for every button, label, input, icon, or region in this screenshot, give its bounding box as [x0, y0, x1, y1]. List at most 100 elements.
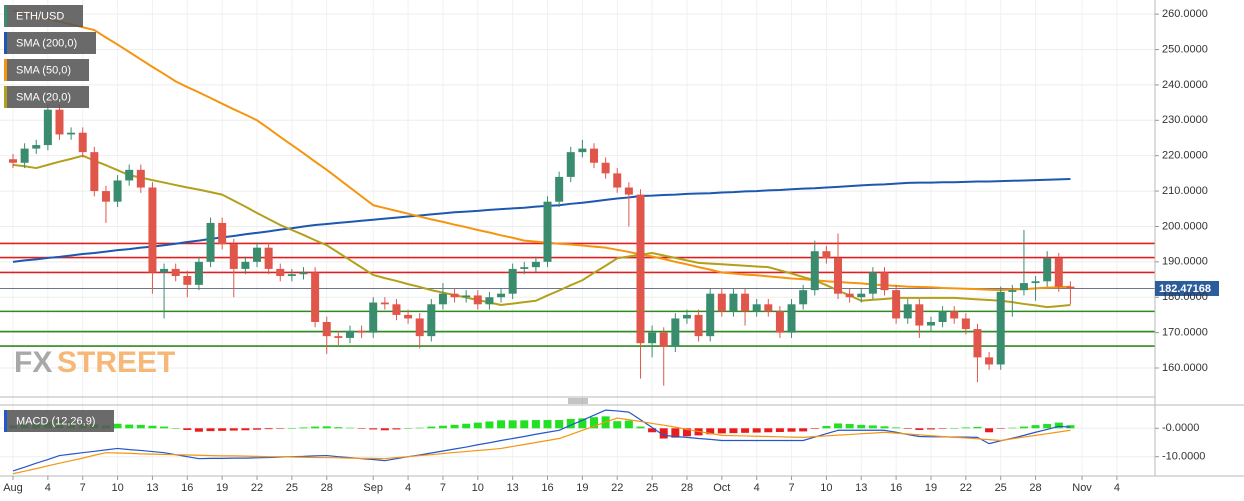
macd-histogram-bar	[752, 428, 761, 433]
macd-histogram-bar	[113, 423, 122, 429]
candle-body	[845, 293, 854, 298]
candle-body	[311, 272, 320, 322]
legend-item[interactable]: MACD (12,26,9)	[4, 410, 114, 432]
candle-body	[578, 148, 587, 153]
macd-histogram-bar	[915, 428, 924, 430]
candle-body	[752, 304, 761, 312]
x-tick-label: 28	[1029, 482, 1041, 494]
candle-body	[380, 302, 389, 305]
candle-body	[1066, 286, 1075, 289]
candle-body	[438, 293, 447, 305]
x-tick-label: 22	[611, 482, 623, 494]
legend-item[interactable]: SMA (20,0)	[4, 86, 89, 108]
macd-histogram-bar	[810, 428, 819, 429]
legend: ETH/USD SMA (200,0)SMA (50,0)SMA (20,0) …	[4, 5, 114, 432]
legend-box	[4, 59, 89, 81]
legend-swatch	[4, 86, 7, 108]
macd-histogram-bar	[799, 428, 808, 432]
x-tick-label: 10	[820, 482, 832, 494]
macd-histogram-bar	[392, 428, 401, 430]
y-tick-label: 240.0000	[1162, 79, 1208, 91]
candle-body	[67, 132, 76, 135]
candle-body	[322, 321, 331, 337]
legend-item[interactable]: ETH/USD	[4, 5, 83, 27]
candles-layer	[9, 104, 1075, 386]
x-tick-label: 25	[646, 482, 658, 494]
candle-body	[1054, 258, 1063, 287]
legend-swatch	[4, 32, 7, 54]
x-tick-label: 13	[146, 482, 158, 494]
watermark-fx: FX	[14, 346, 52, 379]
candle-body	[276, 268, 285, 276]
candle-body	[125, 169, 134, 181]
resize-grip[interactable]	[568, 398, 588, 404]
macd-histogram-bar	[322, 426, 331, 429]
x-tick-label: 4	[1114, 482, 1120, 494]
candle-body	[764, 304, 773, 312]
macd-line	[12, 409, 1071, 472]
macd-histogram-bar	[1019, 426, 1028, 429]
macd-histogram-bar	[125, 424, 134, 429]
candle-body	[241, 261, 250, 269]
legend-series: SMA (200,0) SMA (50,0) SMA (20,0)	[4, 32, 96, 108]
candle-body	[1008, 290, 1017, 292]
candle-body	[531, 261, 540, 268]
y-tick-label: 230.0000	[1162, 114, 1208, 126]
macd-histogram-bar	[160, 426, 169, 429]
macd-histogram-bar	[427, 426, 436, 429]
macd-histogram-bar	[555, 420, 564, 429]
macd-histogram-bar	[926, 428, 935, 430]
macd-histogram-bar	[717, 428, 726, 434]
legend-label: SMA (50,0)	[16, 64, 71, 76]
macd-histogram-bar	[1008, 427, 1017, 429]
candle-body	[636, 194, 645, 344]
x-tick-label: 28	[681, 482, 693, 494]
candle-body	[427, 304, 436, 337]
legend-item[interactable]: SMA (50,0)	[4, 59, 89, 81]
macd-histogram-bar	[822, 426, 831, 429]
y-tick-label: 260.0000	[1162, 8, 1208, 20]
candle-body	[194, 261, 203, 285]
legend-label: MACD (12,26,9)	[16, 415, 95, 427]
candle-body	[404, 314, 413, 319]
macd-histogram-bar	[613, 421, 622, 429]
macd-histogram-bar	[485, 421, 494, 429]
macd-histogram-bar	[462, 423, 471, 429]
candle-body	[892, 290, 901, 319]
macd-histogram-bar	[985, 428, 994, 433]
candle-body	[775, 311, 784, 333]
candle-body	[1019, 283, 1028, 291]
macd-histogram-bar	[857, 424, 866, 429]
macd-histogram-bar	[229, 428, 238, 431]
macd-histogram-bar	[287, 428, 296, 429]
candle-body	[345, 330, 354, 338]
candle-body	[136, 169, 145, 188]
candle-body	[961, 318, 970, 330]
x-tick-label: 10	[472, 482, 484, 494]
legend-item[interactable]: SMA (200,0)	[4, 32, 96, 54]
macd-histogram-bar	[566, 418, 575, 429]
candle-body	[717, 293, 726, 312]
x-tick-label: 10	[111, 482, 123, 494]
candle-body	[520, 267, 529, 269]
candle-body	[473, 295, 482, 305]
macd-histogram-bar	[903, 428, 912, 429]
sma-line	[12, 9, 1071, 292]
legend-box	[4, 86, 89, 108]
x-tick-label: 16	[181, 482, 193, 494]
macd-histogram-bar	[671, 428, 680, 438]
candle-body	[171, 268, 180, 276]
y-tick-label: 180.0000	[1162, 291, 1208, 303]
candle-body	[613, 173, 622, 188]
candle-body	[101, 191, 110, 202]
x-tick-label: 19	[576, 482, 588, 494]
x-tick-label: 28	[321, 482, 333, 494]
macd-histogram-bar	[880, 426, 889, 429]
candle-body	[55, 109, 64, 135]
macd-histogram-bar	[787, 428, 796, 432]
x-tick-label: Nov	[1072, 482, 1092, 494]
candle-body	[671, 318, 680, 347]
x-tick-label: 19	[925, 482, 937, 494]
macd-histogram-bar	[369, 428, 378, 430]
candle-body	[810, 251, 819, 291]
